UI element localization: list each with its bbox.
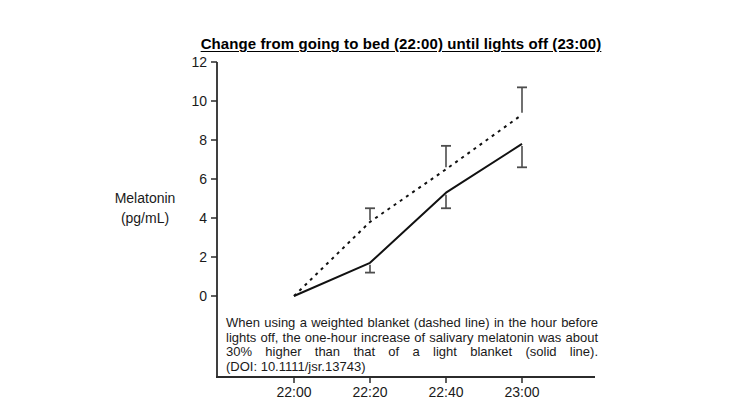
figure-caption: When using a weighted blanket (dashed li…: [226, 316, 598, 374]
caption-paragraph: When using a weighted blanket (dashed li…: [226, 316, 598, 374]
caption-doi: (DOI: 10.1111/jsr.13743): [226, 360, 365, 375]
y-tick-label: 6: [199, 171, 207, 187]
y-tick-label: 4: [199, 210, 207, 226]
x-tick-label: 22:20: [352, 384, 387, 400]
y-tick-label: 0: [199, 288, 207, 304]
y-tick-label: 12: [191, 54, 207, 70]
caption-text: When using a weighted blanket (dashed li…: [226, 315, 598, 359]
y-tick-label: 8: [199, 132, 207, 148]
x-tick-label: 23:00: [504, 384, 539, 400]
x-tick-label: 22:00: [276, 384, 311, 400]
solid-series-line-light-blanket: [294, 144, 522, 296]
figure-canvas: Change from going to bed (22:00) until l…: [0, 0, 746, 419]
y-tick-label: 2: [199, 249, 207, 265]
y-tick-label: 10: [191, 93, 207, 109]
dashed-series-line-weighted-blanket: [294, 115, 522, 296]
x-tick-label: 22:40: [428, 384, 463, 400]
